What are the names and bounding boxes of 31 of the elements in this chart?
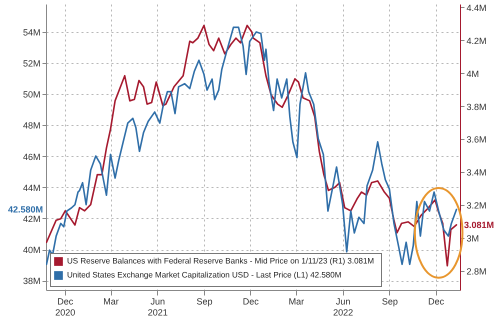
y-tick-label: 50M [22,90,40,100]
y2-tick-label: 3.2M [466,200,487,211]
x-tick-label: Mar [103,296,119,306]
x-tick-label: Sep [382,296,398,306]
x-tick-label: Sep [196,296,212,306]
y-tick-label: 44M [22,182,40,193]
legend-label: US Reserve Balances with Federal Reserve Banks - Mid Price on 1/11/23 (R1) 3.081M [67,256,374,266]
y2-tick-label: 3.6M [466,134,487,145]
y-tick-label: 42M [22,214,40,224]
y-tick-label: 38M [22,276,40,286]
y2-tick-label: 3.8M [466,102,487,112]
x-tick-label: Mar [288,296,304,306]
text: 42.580M [8,204,43,214]
y2-tick-label: 4.2M [466,36,487,46]
y2-tick-label: 3.4M [466,168,487,178]
y2-tick-label: 4.4M [466,2,487,13]
y-tick-label: 52M [22,58,40,69]
legend-label: United States Exchange Market Capitalization USD - Last Price (L1) 42.580M [67,270,342,280]
y2-tick-label: 2.8M [466,266,487,277]
y2-tick-label: 3M [466,234,480,244]
y-tick-label: 54M [22,27,40,38]
text: 3.081M [464,220,494,230]
x-tick-label: Dec 2020 [55,296,76,318]
x-tick-label: Jun 2022 [333,296,354,318]
x-tick-label: Dec [242,296,260,306]
y2-tick-label: 4M [466,68,480,79]
y-tick-label: 48M [22,120,40,131]
x-tick-label: Dec [428,296,445,306]
y-tick-label: 46M [22,152,40,162]
x-tick-label: Jun 2021 [148,296,168,318]
y-tick-label: 40M [22,245,40,256]
